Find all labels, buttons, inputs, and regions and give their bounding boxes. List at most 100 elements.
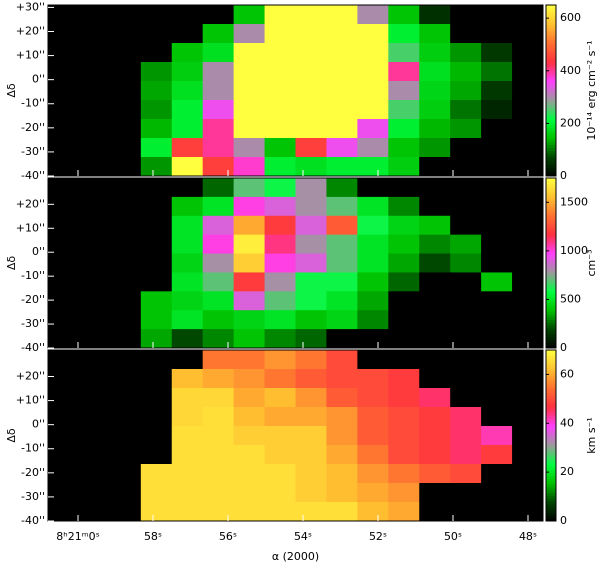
colorbar-step (546, 24, 556, 29)
pixel (295, 369, 327, 389)
pixel (357, 81, 389, 101)
pixel (140, 369, 173, 389)
pixel (450, 138, 482, 158)
pixel (233, 291, 266, 311)
colorbar-step (546, 81, 556, 86)
pixel (419, 215, 451, 236)
colorbar-step (546, 183, 556, 187)
colorbar-step (546, 515, 556, 519)
plot-frame (47, 177, 544, 349)
colorbar-tick-label: 0 (560, 514, 567, 527)
colorbar-step (546, 322, 556, 326)
pixel (171, 291, 204, 311)
pixel (109, 253, 142, 273)
pixel (357, 369, 389, 389)
pixel (481, 119, 513, 139)
pixel (78, 426, 111, 446)
pixel (233, 138, 266, 158)
pixel (78, 253, 111, 273)
colorbar-step (546, 243, 556, 247)
pixel (264, 253, 296, 273)
pixel (264, 196, 296, 217)
colorbar-step (546, 10, 556, 15)
colorbar-step (546, 274, 556, 278)
pixel (419, 196, 451, 217)
pixel (295, 24, 327, 44)
colorbar-step (546, 395, 556, 399)
pixel (140, 157, 173, 177)
colorbar-step (546, 392, 556, 397)
pixel (233, 196, 266, 217)
colorbar-step (546, 464, 556, 468)
x-tick-label: 8ʰ21ᵐ0ˢ (56, 530, 99, 543)
pixel (140, 388, 173, 408)
pixel (512, 502, 544, 522)
pixel (481, 234, 513, 255)
pixel (140, 291, 173, 311)
pixel (326, 157, 358, 177)
pixel (450, 157, 482, 177)
pixel (357, 196, 389, 217)
colorbar-step (546, 36, 556, 40)
pixel (264, 234, 296, 255)
pixel (233, 483, 266, 503)
colorbar-step (546, 87, 556, 91)
pixel (78, 369, 111, 389)
pixel (388, 5, 420, 25)
pixel (295, 329, 327, 349)
pixel (388, 119, 420, 139)
pixel (140, 234, 173, 255)
pixel (109, 119, 142, 139)
colorbar-step (546, 350, 556, 354)
pixel (512, 178, 544, 198)
colorbar-step (546, 133, 556, 137)
pixel (295, 100, 327, 120)
colorbar-step (546, 342, 556, 346)
colorbar-step (546, 441, 556, 445)
y-tick-label: -20'' (21, 293, 45, 306)
pixel (357, 464, 389, 484)
pixel (171, 5, 204, 25)
pixel (140, 253, 173, 273)
pixel (388, 483, 420, 503)
colorbar-step (546, 136, 556, 140)
pixel (419, 329, 451, 349)
pixel (202, 253, 235, 273)
pixel (78, 5, 111, 25)
colorbar-step (546, 209, 556, 213)
pixel (233, 329, 266, 349)
pixel (357, 100, 389, 120)
pixel (202, 178, 235, 198)
colorbar-tick-label: 0 (560, 169, 567, 182)
colorbar-step (546, 498, 556, 502)
colorbar-step (546, 180, 556, 185)
pixel (326, 119, 358, 139)
pixel (357, 502, 389, 522)
pixel (481, 272, 513, 292)
pixel (48, 157, 80, 177)
pixel (295, 81, 327, 101)
pixel (233, 5, 266, 25)
colorbar-label: 10⁻¹⁴ erg cm⁻² s⁻¹ (585, 40, 598, 140)
pixel (233, 24, 266, 44)
pixel (48, 119, 80, 139)
colorbar-step (546, 237, 556, 241)
pixel (388, 81, 420, 101)
colorbar-step (546, 195, 556, 199)
pixel (264, 445, 296, 465)
pixel (326, 272, 358, 292)
pixel (512, 272, 544, 292)
pixel (419, 178, 451, 198)
pixel (481, 178, 513, 198)
y-tick-label: -40'' (21, 341, 45, 354)
pixel (233, 407, 266, 427)
pixel (202, 388, 235, 408)
pixel (357, 178, 389, 198)
colorbar-step (546, 141, 556, 146)
pixel (295, 388, 327, 408)
pixel (295, 310, 327, 330)
pixel (78, 350, 111, 370)
colorbar-step (546, 203, 556, 207)
pixel (512, 388, 544, 408)
colorbar-step (546, 426, 556, 431)
